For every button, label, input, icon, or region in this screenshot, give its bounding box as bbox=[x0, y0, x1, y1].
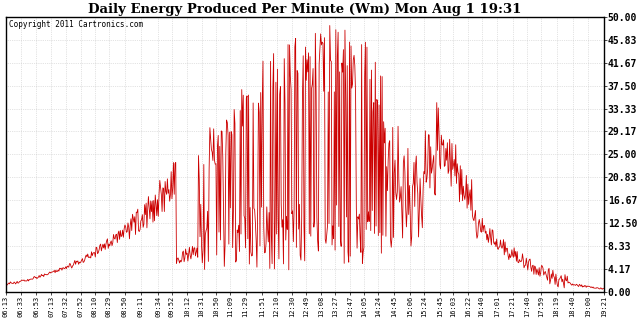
Title: Daily Energy Produced Per Minute (Wm) Mon Aug 1 19:31: Daily Energy Produced Per Minute (Wm) Mo… bbox=[88, 3, 522, 16]
Text: Copyright 2011 Cartronics.com: Copyright 2011 Cartronics.com bbox=[9, 20, 143, 29]
